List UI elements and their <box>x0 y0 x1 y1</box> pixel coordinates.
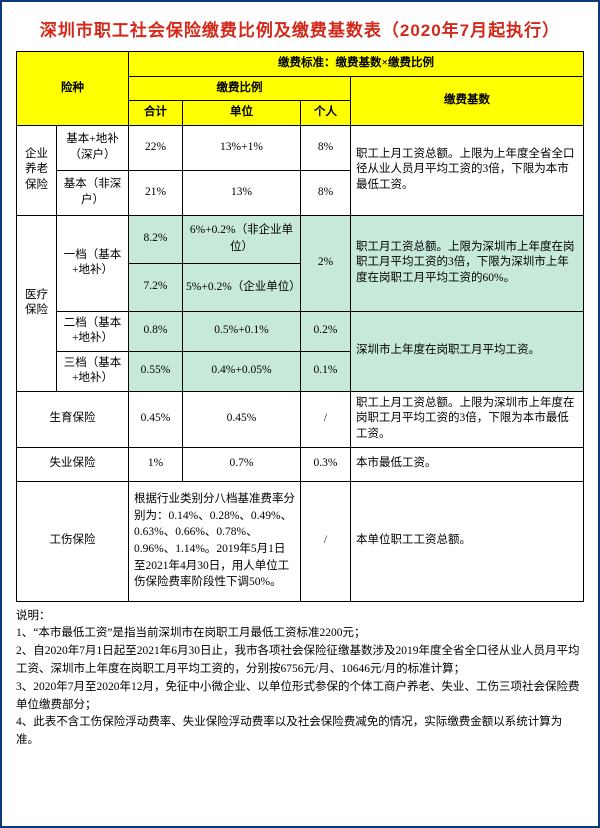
contribution-table: 险种 缴费标准：缴费基数×缴费比例 缴费比例 缴费基数 合计 单位 个人 企业养… <box>16 51 584 602</box>
header-base: 缴费基数 <box>351 76 584 125</box>
injury-unit: 根据行业类别分八档基准费率分别为：0.14%、0.28%、0.49%、0.63%… <box>129 481 301 601</box>
pension-r2-unit: 13% <box>183 170 301 215</box>
unemployment-total: 1% <box>129 447 183 481</box>
pension-r2-sub: 基本（非深户） <box>57 170 129 215</box>
medical-group: 医疗保险 <box>17 215 57 391</box>
table-row: 企业养老保险 基本+地补（深户） 22% 13%+1% 8% 职工上月工资总额。… <box>17 125 584 170</box>
table-row: 失业保险 1% 0.7% 0.3% 本市最低工资。 <box>17 447 584 481</box>
unemployment-base: 本市最低工资。 <box>351 447 584 481</box>
medical-r1-total: 8.2% <box>129 215 183 263</box>
medical-r4-sub: 三档（基本+地补） <box>57 351 129 391</box>
header-unit: 单位 <box>183 101 301 126</box>
maternity-label: 生育保险 <box>17 391 129 447</box>
injury-base: 本单位职工工资总额。 <box>351 481 584 601</box>
header-type: 险种 <box>17 52 129 126</box>
unemployment-unit: 0.7% <box>183 447 301 481</box>
medical-r3-total: 0.8% <box>129 311 183 351</box>
pension-group: 企业养老保险 <box>17 125 57 215</box>
medical-r4-person: 0.1% <box>301 351 351 391</box>
pension-r1-sub: 基本+地补（深户） <box>57 125 129 170</box>
medical-r2-person: 2% <box>301 215 351 311</box>
header-standard: 缴费标准：缴费基数×缴费比例 <box>129 52 584 77</box>
notes-block: 说明： 1、“本市最低工资”是指当前深圳市在岗职工月最低工资标准2200元； 2… <box>16 608 584 751</box>
medical-r2-total: 7.2% <box>129 263 183 311</box>
table-row: 医疗保险 一档（基本+地补） 8.2% 6%+0.2%（非企业单位） 2% 职工… <box>17 215 584 263</box>
medical-base1: 职工月工资总额。上限为深圳市上年度在岗职工月平均工资的3倍，下限为深圳市上年度在… <box>351 215 584 311</box>
note-4: 4、此表不含工伤保险浮动费率、失业保险浮动费率以及社会保险费减免的情况，实际缴费… <box>16 714 584 750</box>
table-row: 二档（基本+地补） 0.8% 0.5%+0.1% 0.2% 深圳市上年度在岗职工… <box>17 311 584 351</box>
pension-base: 职工上月工资总额。上限为上年度全省全口径从业人员月平均工资的3倍，下限为本市最低… <box>351 125 584 215</box>
pension-r1-person: 8% <box>301 125 351 170</box>
header-person: 个人 <box>301 101 351 126</box>
maternity-total: 0.45% <box>129 391 183 447</box>
maternity-unit: 0.45% <box>183 391 301 447</box>
note-2: 2、自2020年7月1日起至2021年6月30日止，我市各项社会保险征缴基数涉及… <box>16 643 584 679</box>
medical-r1-unit: 6%+0.2%（非企业单位） <box>183 215 301 263</box>
medical-r3-person: 0.2% <box>301 311 351 351</box>
table-row: 险种 缴费标准：缴费基数×缴费比例 <box>17 52 584 77</box>
medical-r4-unit: 0.4%+0.05% <box>183 351 301 391</box>
note-1: 1、“本市最低工资”是指当前深圳市在岗职工月最低工资标准2200元； <box>16 625 584 643</box>
maternity-base: 职工上月工资总额。上限为深圳市上年度在岗职工月平均工资的3倍，下限为本市最低工资… <box>351 391 584 447</box>
page-container: 深圳市职工社会保险缴费比例及缴费基数表（2020年7月起执行） 险种 缴费标准：… <box>0 0 600 828</box>
pension-r2-person: 8% <box>301 170 351 215</box>
medical-r2-unit: 5%+0.2%（企业单位） <box>183 263 301 311</box>
injury-person: / <box>301 481 351 601</box>
notes-heading: 说明： <box>16 608 584 626</box>
injury-label: 工伤保险 <box>17 481 129 601</box>
table-row: 工伤保险 根据行业类别分八档基准费率分别为：0.14%、0.28%、0.49%、… <box>17 481 584 601</box>
table-row: 生育保险 0.45% 0.45% / 职工上月工资总额。上限为深圳市上年度在岗职… <box>17 391 584 447</box>
note-3: 3、2020年7月至2020年12月，免征中小微企业、以单位形式参保的个体工商户… <box>16 679 584 715</box>
maternity-person: / <box>301 391 351 447</box>
header-ratio: 缴费比例 <box>129 76 351 101</box>
medical-tier1: 一档（基本+地补） <box>57 215 129 311</box>
pension-r1-total: 22% <box>129 125 183 170</box>
page-title: 深圳市职工社会保险缴费比例及缴费基数表（2020年7月起执行） <box>16 16 584 41</box>
medical-r3-sub: 二档（基本+地补） <box>57 311 129 351</box>
pension-r1-unit: 13%+1% <box>183 125 301 170</box>
pension-r2-total: 21% <box>129 170 183 215</box>
medical-r4-total: 0.55% <box>129 351 183 391</box>
medical-base2: 深圳市上年度在岗职工月平均工资。 <box>351 311 584 391</box>
medical-r3-unit: 0.5%+0.1% <box>183 311 301 351</box>
unemployment-label: 失业保险 <box>17 447 129 481</box>
header-total: 合计 <box>129 101 183 126</box>
unemployment-person: 0.3% <box>301 447 351 481</box>
